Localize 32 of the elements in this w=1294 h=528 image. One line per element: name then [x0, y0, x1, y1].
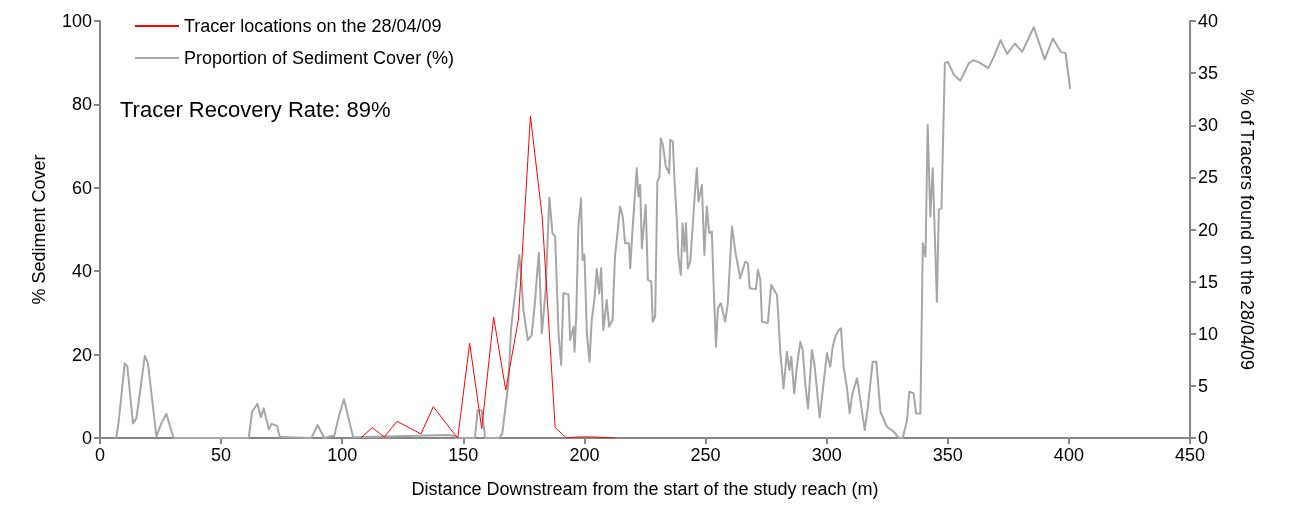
y-tick-label: 100 — [61, 11, 92, 31]
x-tick-label: 100 — [327, 445, 358, 465]
y-axis-title: % Sediment Cover — [29, 154, 49, 305]
y2-tick-label: 0 — [1198, 428, 1209, 448]
y-tick-label: 60 — [71, 177, 92, 198]
x-tick-label: 250 — [690, 445, 721, 465]
x-tick-label: 150 — [448, 445, 479, 465]
y-tick-label: 20 — [71, 344, 92, 365]
x-tick-label: 450 — [1174, 445, 1206, 465]
y2-tick-label: 10 — [1198, 323, 1219, 344]
x-tick-label: 400 — [1053, 445, 1084, 465]
line-series — [360, 115, 616, 439]
x-tick-label: 200 — [569, 445, 600, 465]
x-tick-label: 300 — [811, 445, 842, 465]
y-tick-label: 40 — [71, 261, 92, 282]
x-tick-label: 50 — [211, 445, 232, 465]
y2-tick-label: 25 — [1198, 167, 1219, 188]
y2-tick-label: 40 — [1198, 11, 1219, 31]
legend-label: Proportion of Sediment Cover (%) — [184, 48, 455, 68]
y2-tick-label: 20 — [1198, 219, 1219, 240]
x-tick-label: 0 — [94, 445, 106, 465]
y2-tick-label: 35 — [1198, 63, 1219, 84]
x-tick-label: 350 — [932, 445, 963, 465]
y2-tick-label: 30 — [1198, 115, 1219, 136]
y2-tick-label: 15 — [1198, 271, 1219, 292]
legend-label: Tracer locations on the 28/04/09 — [184, 16, 442, 36]
y-tick-label: 80 — [71, 94, 92, 115]
x-axis-title: Distance Downstream from the start of the study reach (m) — [411, 479, 879, 499]
y2-axis-title: % of Tracers found on the 28/04/09 — [1237, 88, 1257, 371]
y2-tick-label: 5 — [1198, 375, 1209, 396]
annotation: Tracer Recovery Rate: 89% — [120, 96, 391, 122]
y-tick-label: 0 — [81, 428, 92, 448]
